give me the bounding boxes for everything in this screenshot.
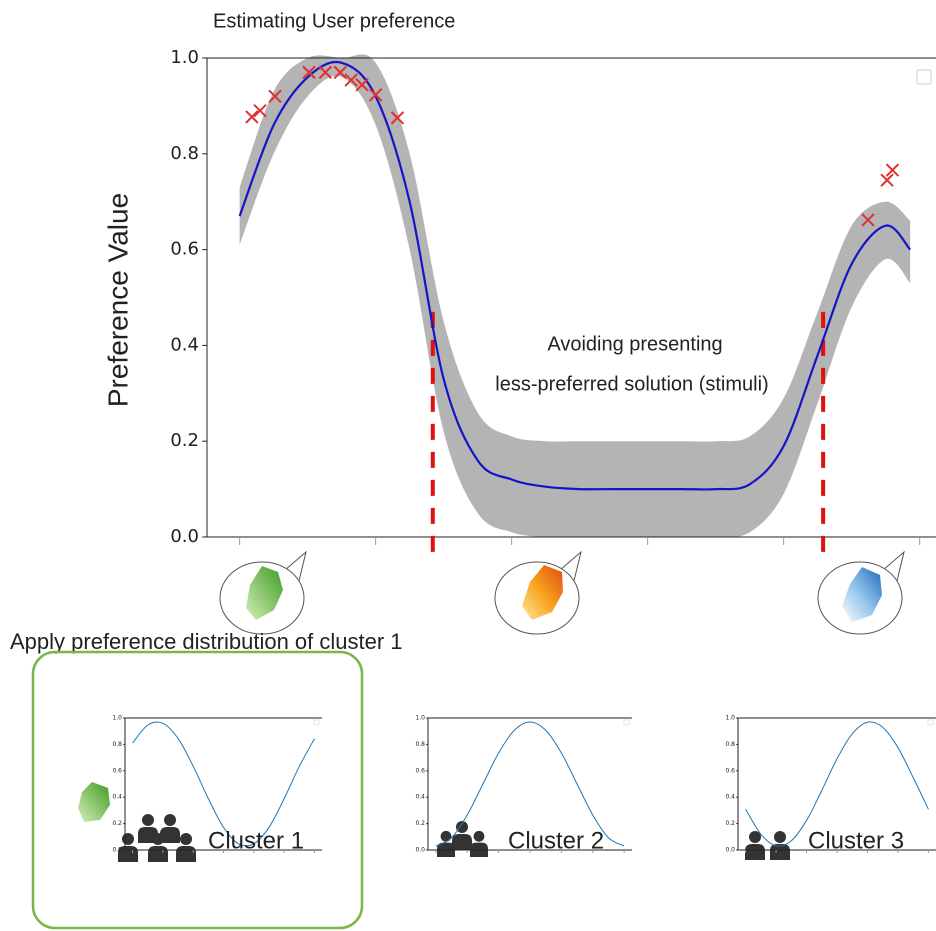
y-tick-label: 0.2 — [415, 820, 425, 827]
speech-bubble — [220, 552, 306, 634]
y-tick-label: 0.0 — [725, 847, 735, 854]
y-tick-label: 0.0 — [112, 847, 122, 854]
y-tick-label: 0.0 — [415, 847, 425, 854]
y-tick-label: 0.0 — [170, 526, 199, 547]
y-tick-label: 1.0 — [170, 47, 199, 68]
y-tick-label: 0.4 — [415, 794, 425, 801]
stimulus-icon — [78, 782, 110, 822]
cluster-label: Cluster 1 — [208, 827, 304, 854]
figure: Estimating User preference Preference Va… — [0, 0, 936, 931]
selected-cluster-frame[interactable] — [33, 652, 362, 928]
annotation: less-preferred solution (stimuli) — [495, 373, 768, 395]
y-axis-label: Preference Value — [102, 193, 133, 407]
y-tick-label: 0.2 — [725, 820, 735, 827]
y-tick-label: 0.4 — [112, 794, 122, 801]
people-icon — [118, 814, 196, 862]
speech-bubble — [495, 552, 581, 634]
y-tick-label: 0.8 — [112, 741, 122, 748]
cluster-label: Cluster 2 — [508, 827, 604, 854]
chart-title: Estimating User preference — [213, 10, 455, 32]
annotation: Avoiding presenting — [547, 333, 722, 355]
people-icon — [437, 821, 488, 857]
speech-bubble — [818, 552, 904, 634]
y-tick-label: 0.6 — [725, 767, 735, 774]
y-tick-label: 0.4 — [725, 794, 735, 801]
y-tick-label: 0.6 — [170, 239, 199, 260]
y-tick-label: 0.2 — [112, 820, 122, 827]
y-tick-label: 0.6 — [112, 767, 122, 774]
y-tick-label: 0.8 — [170, 143, 199, 164]
y-tick-label: 1.0 — [112, 715, 122, 722]
confidence-band — [240, 54, 911, 537]
cluster-label: Cluster 3 — [808, 827, 904, 854]
y-tick-label: 0.8 — [415, 741, 425, 748]
section-title: Apply preference distribution of cluster… — [10, 629, 403, 654]
y-tick-label: 0.8 — [725, 741, 735, 748]
y-tick-label: 0.2 — [170, 430, 199, 451]
observation — [254, 105, 266, 117]
legend-box — [928, 720, 933, 725]
page: Estimating User preference Preference Va… — [0, 0, 936, 931]
y-tick-label: 1.0 — [725, 715, 735, 722]
legend-box — [917, 70, 931, 84]
y-tick-label: 0.4 — [170, 334, 199, 355]
y-tick-label: 1.0 — [415, 715, 425, 722]
legend-box — [624, 720, 629, 725]
observation — [246, 111, 258, 123]
y-tick-label: 0.6 — [415, 767, 425, 774]
legend-box — [314, 720, 319, 725]
